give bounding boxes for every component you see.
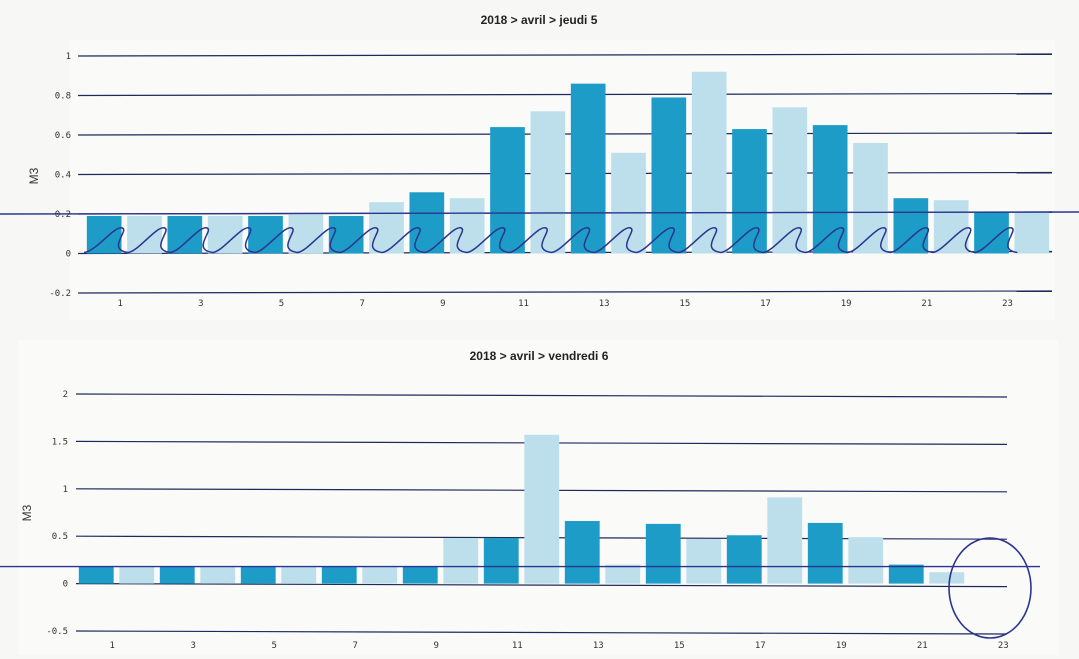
chart-2-bar <box>929 572 965 584</box>
chart-1-bar <box>933 200 969 254</box>
chart-2-y-tick-label: -0.5 <box>46 627 68 637</box>
chart-1-y-tick-label: 1 <box>66 52 71 62</box>
chart-2-bar <box>443 538 479 584</box>
chart-2-bar <box>807 522 843 584</box>
chart-1-x-tick-label: 19 <box>841 299 852 309</box>
chart-2-bar <box>159 566 195 584</box>
chart-jeudi-5: 2018 > avril > jeudi 5 M3 1 0.8 0.6 0.4 0.2 0… <box>0 13 1079 320</box>
chart-1-x-tick-label: 7 <box>359 299 364 309</box>
chart-2-bar <box>524 434 560 584</box>
chart-2-y-tick-label: 0.5 <box>52 532 68 542</box>
chart-2-x-tick-label: 23 <box>998 641 1009 651</box>
chart-2-bar <box>362 566 398 584</box>
chart-2-bar <box>605 564 641 584</box>
chart-2-bar <box>240 566 276 584</box>
chart-2-x-tick-label: 21 <box>917 641 928 651</box>
chart-1-bar <box>893 198 929 254</box>
chart-1-bar <box>449 198 485 254</box>
chart-2-x-ticks: 1 3 5 7 9 11 13 15 17 19 21 23 <box>110 641 1009 651</box>
chart-2-gridline <box>75 630 1008 635</box>
chart-1-bar <box>691 71 727 254</box>
chart-1-x-tick-label: 13 <box>599 299 610 309</box>
chart-2-bar <box>564 521 600 584</box>
chart-1-title: 2018 > avril > jeudi 5 <box>481 13 598 27</box>
chart-1-bar <box>812 125 848 254</box>
chart-1-y-tick-label: 0.4 <box>55 171 71 181</box>
chart-2-bar <box>78 566 114 584</box>
chart-2-gridline <box>75 393 1008 398</box>
chart-2-bar <box>119 566 155 584</box>
chart-1-x-tick-label: 21 <box>921 299 932 309</box>
chart-2-x-tick-label: 3 <box>191 641 196 651</box>
chart-1-bar <box>732 129 767 254</box>
chart-2-handdrawn-annotation <box>0 537 1040 639</box>
chart-1-bar <box>974 212 1009 254</box>
chart-2-y-axis-label: M3 <box>20 504 34 521</box>
chart-1-y-tick-label: 0.6 <box>55 131 71 141</box>
chart-1-handdrawn-threshold-line <box>0 211 1079 215</box>
chart-2-y-tick-label: 1 <box>63 485 68 495</box>
chart-1-x-tick-label: 1 <box>117 299 122 309</box>
chart-2-bar <box>848 537 884 584</box>
chart-2-x-tick-label: 15 <box>674 641 685 651</box>
chart-1-y-tick-label: 0.8 <box>55 92 71 102</box>
chart-1-y-ticks: 1 0.8 0.6 0.4 0.2 0 -0.2 <box>49 52 71 299</box>
chart-1-x-tick-label: 9 <box>440 299 445 309</box>
chart-2-bar <box>686 539 722 584</box>
chart-1-bar <box>248 215 283 254</box>
chart-1-x-tick-label: 17 <box>760 299 771 309</box>
chart-2-x-tick-label: 9 <box>434 641 439 651</box>
chart-1-y-tick-label: 0 <box>66 250 71 260</box>
chart-2-y-ticks: 2 1.5 1 0.5 0 -0.5 <box>46 390 68 637</box>
chart-2-x-tick-label: 1 <box>110 641 115 651</box>
chart-1-y-axis-label: M3 <box>27 167 41 184</box>
chart-2-x-tick-label: 5 <box>272 641 277 651</box>
chart-2-bar <box>767 497 803 584</box>
chart-2-bar <box>321 566 357 584</box>
chart-2-handdrawn-circle <box>948 537 1032 639</box>
chart-2-bar <box>888 564 924 584</box>
chart-1-x-tick-label: 5 <box>279 299 284 309</box>
chart-2-y-tick-label: 0 <box>63 580 68 590</box>
chart-1-bar <box>611 152 646 254</box>
chart-2-bar <box>726 535 762 584</box>
chart-1-bar <box>490 127 525 254</box>
chart-2-x-tick-label: 17 <box>755 641 766 651</box>
chart-2-bars <box>78 434 965 584</box>
chart-vendredi-6: 2018 > avril > vendredi 6 M3 2 1.5 1 0.5 0 -0… <box>0 340 1058 655</box>
chart-1-gridline <box>77 92 1053 97</box>
chart-2-bar <box>645 523 681 584</box>
chart-1-bar <box>1014 212 1050 254</box>
chart-1-bar <box>288 214 324 254</box>
chart-1-x-tick-label: 3 <box>198 299 203 309</box>
chart-1-gridline <box>77 53 1053 57</box>
chart-2-title: 2018 > avril > vendredi 6 <box>470 349 609 363</box>
chart-1-x-tick-label: 23 <box>1002 299 1013 309</box>
chart-1-bar <box>651 97 687 254</box>
chart-1-bar <box>570 83 606 254</box>
chart-1-bar <box>86 215 122 254</box>
chart-2-x-tick-label: 13 <box>593 641 604 651</box>
chart-1-handdrawn-annotation <box>0 211 1079 254</box>
chart-2-bar <box>200 566 236 584</box>
chart-2-gridline <box>75 582 1008 588</box>
chart-2-y-tick-label: 2 <box>63 390 68 400</box>
chart-1-x-tick-label: 11 <box>518 299 529 309</box>
chart-1-bar <box>127 215 162 254</box>
chart-1-gridline <box>77 290 1053 294</box>
chart-1-handdrawn-scribble <box>83 227 1018 254</box>
chart-1-bar <box>167 215 203 254</box>
chart-2-bar <box>483 538 519 584</box>
chart-2-bar <box>402 566 438 584</box>
chart-1-x-ticks: 1 3 5 7 9 11 13 15 17 19 21 23 <box>117 299 1012 309</box>
chart-1-y-tick-label: 0.2 <box>55 210 71 220</box>
chart-2-bar <box>281 566 317 584</box>
chart-2-x-tick-label: 19 <box>836 641 847 651</box>
chart-1-y-tick-label: -0.2 <box>49 289 71 299</box>
chart-2-x-tick-label: 7 <box>353 641 358 651</box>
chart-1-x-tick-label: 15 <box>679 299 690 309</box>
chart-2-x-tick-label: 11 <box>512 641 523 651</box>
chart-2-y-tick-label: 1.5 <box>52 437 68 447</box>
